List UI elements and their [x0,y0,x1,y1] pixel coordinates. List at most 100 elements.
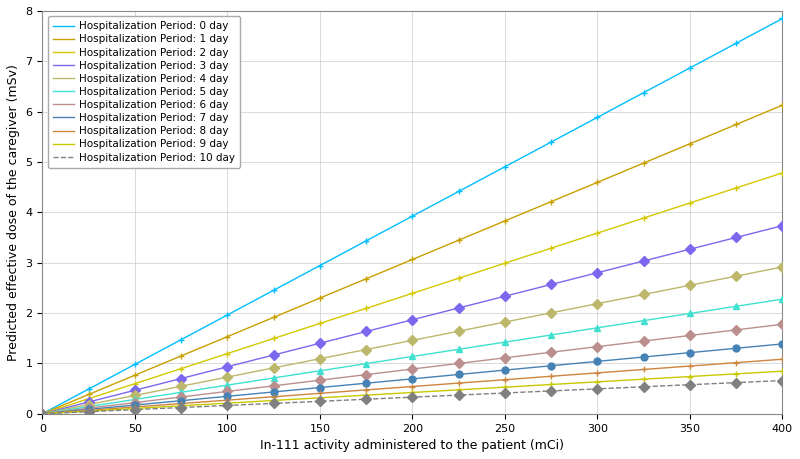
Hospitalization Period: 2 day: (328, 3.92): 2 day: (328, 3.92) [644,213,654,219]
Hospitalization Period: 0 day: (190, 3.73): 0 day: (190, 3.73) [389,223,398,229]
Hospitalization Period: 4 day: (216, 1.58): 4 day: (216, 1.58) [438,331,448,337]
Line: Hospitalization Period: 7 day: Hospitalization Period: 7 day [42,344,782,414]
Hospitalization Period: 5 day: (400, 2.28): 5 day: (400, 2.28) [778,297,787,302]
Line: Hospitalization Period: 9 day: Hospitalization Period: 9 day [42,371,782,414]
Hospitalization Period: 8 day: (190, 0.515): 8 day: (190, 0.515) [389,385,398,391]
Hospitalization Period: 3 day: (390, 3.65): 3 day: (390, 3.65) [760,228,770,233]
Hospitalization Period: 4 day: (328, 2.39): 4 day: (328, 2.39) [644,291,654,296]
Hospitalization Period: 10 day: (0, 0): 10 day: (0, 0) [38,411,47,416]
Hospitalization Period: 6 day: (238, 1.06): 6 day: (238, 1.06) [478,358,488,363]
Hospitalization Period: 0 day: (238, 4.67): 0 day: (238, 4.67) [478,176,488,181]
Hospitalization Period: 10 day: (238, 0.393): 10 day: (238, 0.393) [478,391,488,397]
Hospitalization Period: 5 day: (328, 1.87): 5 day: (328, 1.87) [644,317,654,323]
Hospitalization Period: 6 day: (328, 1.46): 6 day: (328, 1.46) [644,338,654,343]
Hospitalization Period: 4 day: (390, 2.85): 4 day: (390, 2.85) [760,268,770,273]
Hospitalization Period: 0 day: (216, 4.25): 0 day: (216, 4.25) [438,197,448,203]
Hospitalization Period: 8 day: (192, 0.521): 8 day: (192, 0.521) [394,385,403,390]
Hospitalization Period: 0 day: (0, 0): 0 day: (0, 0) [38,411,47,416]
Hospitalization Period: 1 day: (238, 3.65): 1 day: (238, 3.65) [478,227,488,233]
Hospitalization Period: 6 day: (192, 0.855): 6 day: (192, 0.855) [394,368,403,374]
Hospitalization Period: 3 day: (0, 0): 3 day: (0, 0) [38,411,47,416]
Hospitalization Period: 9 day: (190, 0.402): 9 day: (190, 0.402) [389,391,398,396]
Hospitalization Period: 1 day: (192, 2.95): 1 day: (192, 2.95) [394,263,403,268]
Hospitalization Period: 4 day: (238, 1.74): 4 day: (238, 1.74) [478,324,488,329]
Hospitalization Period: 8 day: (400, 1.08): 8 day: (400, 1.08) [778,357,787,362]
Hospitalization Period: 3 day: (190, 1.77): 3 day: (190, 1.77) [389,322,398,327]
Hospitalization Period: 9 day: (400, 0.846): 9 day: (400, 0.846) [778,369,787,374]
Hospitalization Period: 5 day: (390, 2.22): 5 day: (390, 2.22) [760,299,770,305]
Hospitalization Period: 0 day: (192, 3.78): 0 day: (192, 3.78) [394,221,403,226]
Hospitalization Period: 6 day: (190, 0.844): 6 day: (190, 0.844) [389,369,398,374]
Hospitalization Period: 6 day: (0, 0): 6 day: (0, 0) [38,411,47,416]
Hospitalization Period: 10 day: (192, 0.318): 10 day: (192, 0.318) [394,395,403,401]
Hospitalization Period: 8 day: (238, 0.645): 8 day: (238, 0.645) [478,379,488,384]
Line: Hospitalization Period: 6 day: Hospitalization Period: 6 day [42,324,782,414]
Hospitalization Period: 3 day: (328, 3.06): 3 day: (328, 3.06) [644,257,654,263]
Hospitalization Period: 10 day: (400, 0.66): 10 day: (400, 0.66) [778,378,787,383]
Line: Hospitalization Period: 1 day: Hospitalization Period: 1 day [42,105,782,414]
Hospitalization Period: 4 day: (192, 1.4): 4 day: (192, 1.4) [394,341,403,346]
Hospitalization Period: 3 day: (192, 1.8): 3 day: (192, 1.8) [394,320,403,326]
Hospitalization Period: 8 day: (0, 0): 8 day: (0, 0) [38,411,47,416]
Line: Hospitalization Period: 8 day: Hospitalization Period: 8 day [42,359,782,414]
Hospitalization Period: 2 day: (238, 2.85): 2 day: (238, 2.85) [478,268,488,273]
Hospitalization Period: 5 day: (192, 1.1): 5 day: (192, 1.1) [394,356,403,361]
Hospitalization Period: 9 day: (0, 0): 9 day: (0, 0) [38,411,47,416]
Line: Hospitalization Period: 5 day: Hospitalization Period: 5 day [42,299,782,414]
Hospitalization Period: 9 day: (238, 0.503): 9 day: (238, 0.503) [478,386,488,391]
Hospitalization Period: 5 day: (238, 1.36): 5 day: (238, 1.36) [478,343,488,348]
Hospitalization Period: 7 day: (328, 1.14): 7 day: (328, 1.14) [644,354,654,359]
Hospitalization Period: 7 day: (216, 0.751): 7 day: (216, 0.751) [438,373,448,379]
Hospitalization Period: 1 day: (0, 0): 1 day: (0, 0) [38,411,47,416]
Hospitalization Period: 6 day: (390, 1.73): 6 day: (390, 1.73) [760,324,770,329]
Hospitalization Period: 2 day: (190, 2.27): 2 day: (190, 2.27) [389,297,398,302]
Hospitalization Period: 10 day: (190, 0.314): 10 day: (190, 0.314) [389,395,398,401]
Hospitalization Period: 2 day: (216, 2.59): 2 day: (216, 2.59) [438,280,448,286]
Hospitalization Period: 5 day: (0, 0): 5 day: (0, 0) [38,411,47,416]
Hospitalization Period: 2 day: (390, 4.67): 2 day: (390, 4.67) [760,176,770,181]
Hospitalization Period: 0 day: (400, 7.85): 0 day: (400, 7.85) [778,16,787,21]
X-axis label: In-111 activity administered to the patient (mCi): In-111 activity administered to the pati… [261,439,565,452]
Line: Hospitalization Period: 10 day: Hospitalization Period: 10 day [42,381,782,414]
Hospitalization Period: 7 day: (238, 0.826): 7 day: (238, 0.826) [478,369,488,375]
Hospitalization Period: 8 day: (328, 0.888): 8 day: (328, 0.888) [644,366,654,372]
Hospitalization Period: 10 day: (390, 0.644): 10 day: (390, 0.644) [760,379,770,384]
Hospitalization Period: 4 day: (400, 2.92): 4 day: (400, 2.92) [778,264,787,270]
Hospitalization Period: 3 day: (238, 2.22): 3 day: (238, 2.22) [478,299,488,305]
Hospitalization Period: 4 day: (190, 1.39): 4 day: (190, 1.39) [389,341,398,347]
Line: Hospitalization Period: 3 day: Hospitalization Period: 3 day [42,226,782,414]
Hospitalization Period: 9 day: (192, 0.407): 9 day: (192, 0.407) [394,391,403,396]
Hospitalization Period: 4 day: (0, 0): 4 day: (0, 0) [38,411,47,416]
Y-axis label: Predicted effective dose of the caregiver (mSv): Predicted effective dose of the caregive… [7,64,20,361]
Hospitalization Period: 1 day: (328, 5.02): 1 day: (328, 5.02) [644,158,654,163]
Hospitalization Period: 3 day: (400, 3.74): 3 day: (400, 3.74) [778,223,787,229]
Hospitalization Period: 6 day: (216, 0.962): 6 day: (216, 0.962) [438,363,448,368]
Line: Hospitalization Period: 2 day: Hospitalization Period: 2 day [42,173,782,414]
Hospitalization Period: 8 day: (390, 1.06): 8 day: (390, 1.06) [760,358,770,363]
Hospitalization Period: 7 day: (192, 0.667): 7 day: (192, 0.667) [394,377,403,383]
Hospitalization Period: 9 day: (390, 0.825): 9 day: (390, 0.825) [760,369,770,375]
Hospitalization Period: 5 day: (190, 1.08): 5 day: (190, 1.08) [389,357,398,362]
Hospitalization Period: 6 day: (400, 1.78): 6 day: (400, 1.78) [778,321,787,327]
Line: Hospitalization Period: 4 day: Hospitalization Period: 4 day [42,267,782,414]
Hospitalization Period: 7 day: (190, 0.659): 7 day: (190, 0.659) [389,378,398,383]
Hospitalization Period: 2 day: (0, 0): 2 day: (0, 0) [38,411,47,416]
Legend: Hospitalization Period: 0 day, Hospitalization Period: 1 day, Hospitalization Pe: Hospitalization Period: 0 day, Hospitali… [47,16,240,168]
Line: Hospitalization Period: 0 day: Hospitalization Period: 0 day [42,18,782,414]
Hospitalization Period: 2 day: (192, 2.3): 2 day: (192, 2.3) [394,295,403,301]
Hospitalization Period: 7 day: (400, 1.39): 7 day: (400, 1.39) [778,341,787,347]
Hospitalization Period: 9 day: (216, 0.458): 9 day: (216, 0.458) [438,388,448,393]
Hospitalization Period: 5 day: (216, 1.23): 5 day: (216, 1.23) [438,349,448,354]
Hospitalization Period: 10 day: (216, 0.357): 10 day: (216, 0.357) [438,393,448,398]
Hospitalization Period: 1 day: (400, 6.13): 1 day: (400, 6.13) [778,102,787,108]
Hospitalization Period: 0 day: (390, 7.66): 0 day: (390, 7.66) [760,25,770,31]
Hospitalization Period: 1 day: (390, 5.98): 1 day: (390, 5.98) [760,110,770,115]
Hospitalization Period: 9 day: (328, 0.693): 9 day: (328, 0.693) [644,376,654,381]
Hospitalization Period: 7 day: (0, 0): 7 day: (0, 0) [38,411,47,416]
Hospitalization Period: 3 day: (216, 2.02): 3 day: (216, 2.02) [438,309,448,315]
Hospitalization Period: 10 day: (328, 0.541): 10 day: (328, 0.541) [644,384,654,389]
Hospitalization Period: 1 day: (216, 3.32): 1 day: (216, 3.32) [438,244,448,250]
Hospitalization Period: 8 day: (216, 0.586): 8 day: (216, 0.586) [438,381,448,387]
Hospitalization Period: 1 day: (190, 2.91): 1 day: (190, 2.91) [389,264,398,270]
Hospitalization Period: 7 day: (390, 1.35): 7 day: (390, 1.35) [760,343,770,348]
